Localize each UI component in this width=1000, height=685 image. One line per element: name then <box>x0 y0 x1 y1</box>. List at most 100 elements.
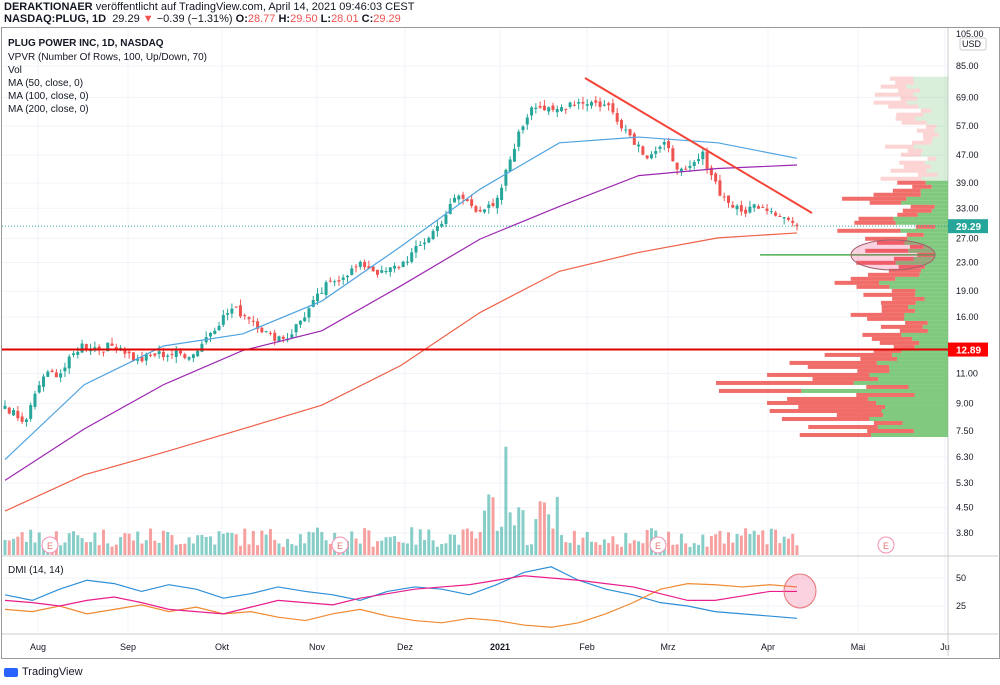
vpvr-down-bar <box>769 408 882 413</box>
candle-body <box>577 101 581 104</box>
candle-body <box>97 346 101 350</box>
volume-bar <box>320 531 324 555</box>
legend-ma50[interactable]: MA (50, close, 0) <box>8 78 84 89</box>
volume-bar <box>384 537 388 555</box>
vpvr-down-bar <box>865 236 908 241</box>
candle-body <box>106 342 110 352</box>
vpvr-down-bar <box>715 380 854 385</box>
ma100-line <box>4 164 798 481</box>
vpvr-up-bar <box>891 352 948 357</box>
vpvr-down-bar <box>867 429 914 434</box>
volume-bar <box>328 543 332 555</box>
volume-bar <box>534 519 538 555</box>
vpvr-down-bar <box>789 360 877 365</box>
candle-body <box>264 331 268 333</box>
tradingview-logo[interactable]: TradingView <box>4 666 83 678</box>
vpvr-up-bar <box>889 364 948 369</box>
vpvr-up-bar <box>933 252 948 257</box>
candle-body <box>375 269 379 275</box>
vpvr-down-bar <box>909 244 924 249</box>
candle-body <box>598 101 602 107</box>
vpvr-up-bar <box>921 176 948 181</box>
volume-bar <box>688 546 692 555</box>
volume-bar <box>238 545 242 555</box>
earnings-icon: E <box>47 541 53 551</box>
vpvr-up-bar <box>869 416 948 421</box>
legend-dmi[interactable]: DMI (14, 14) <box>8 565 64 576</box>
volume-bar <box>590 541 594 555</box>
candle-body <box>179 350 183 354</box>
vpvr-up-bar <box>924 264 948 269</box>
volume-bar <box>577 544 581 555</box>
volume-bar <box>277 543 281 555</box>
candle-body <box>718 180 722 196</box>
candle-body <box>333 281 337 283</box>
volume-bar <box>735 533 739 555</box>
earnings-icon <box>877 536 895 554</box>
vpvr-up-bar <box>920 188 948 193</box>
candle-body <box>46 371 50 377</box>
volume-bar <box>24 541 28 555</box>
volume-bar <box>637 541 641 555</box>
price-tick-label: 69.00 <box>956 92 979 102</box>
vpvr-up-bar <box>912 336 948 341</box>
volume-bar <box>106 543 110 555</box>
candle-body <box>727 195 731 203</box>
volume-bar <box>465 528 469 555</box>
legend-vpvr[interactable]: VPVR (Number Of Rows, 100, Up/Down, 70) <box>8 52 207 63</box>
candle-body <box>590 102 594 106</box>
ellipse-highlight-drawing <box>850 239 936 271</box>
vpvr-down-bar <box>876 240 905 245</box>
candle-body <box>487 204 491 208</box>
candle-body <box>744 209 748 214</box>
vpvr-up-bar <box>926 120 948 125</box>
candle-body <box>453 197 457 203</box>
legend-vol[interactable]: Vol <box>8 65 22 76</box>
candle-body <box>63 367 67 372</box>
candle-body <box>226 313 230 315</box>
vpvr-up-bar <box>923 232 948 237</box>
vpvr-up-bar <box>877 424 948 429</box>
vpvr-down-bar <box>869 200 902 205</box>
volume-bar <box>555 496 559 555</box>
vpvr-down-bar <box>889 76 914 81</box>
candle-body <box>71 353 75 355</box>
volume-bar <box>568 542 572 555</box>
x-tick-label: Ju <box>940 642 950 652</box>
volume-bar <box>388 537 392 555</box>
candle-body <box>187 357 191 360</box>
volume-bar <box>97 545 101 555</box>
volume-bar <box>778 543 782 555</box>
published-text: veröffentlicht auf TradingView.com, Apri… <box>95 1 415 13</box>
legend-ma100[interactable]: MA (100, close, 0) <box>8 91 89 102</box>
volume-bar <box>611 536 615 555</box>
vpvr-up-bar <box>889 284 948 289</box>
volume-bar <box>782 536 786 555</box>
candle-body <box>530 107 534 116</box>
candle-body <box>37 385 41 393</box>
vpvr-up-bar <box>908 248 948 253</box>
candle-body <box>268 332 272 334</box>
volume-bar <box>294 545 298 555</box>
vpvr-down-bar <box>881 308 915 313</box>
volume-bar <box>761 530 765 555</box>
vpvr-down-bar <box>862 332 902 337</box>
candle-body <box>393 265 397 269</box>
volume-bar <box>144 540 148 555</box>
volume-bar <box>619 546 623 555</box>
vpvr-up-bar <box>920 268 948 273</box>
candle-body <box>547 107 551 112</box>
volume-bar <box>701 534 705 555</box>
candle-body <box>478 209 482 212</box>
candle-body <box>491 203 495 206</box>
vpvr-up-bar <box>904 316 948 321</box>
volume-bar <box>260 530 264 555</box>
vpvr-up-bar <box>908 304 948 309</box>
vpvr-up-bar <box>917 212 948 217</box>
volume-bar <box>127 533 131 555</box>
legend-ma200[interactable]: MA (200, close, 0) <box>8 104 89 115</box>
price-change: −0.39 (−1.31%) <box>156 13 233 25</box>
volume-bar <box>675 544 679 555</box>
candle-body <box>277 336 281 342</box>
